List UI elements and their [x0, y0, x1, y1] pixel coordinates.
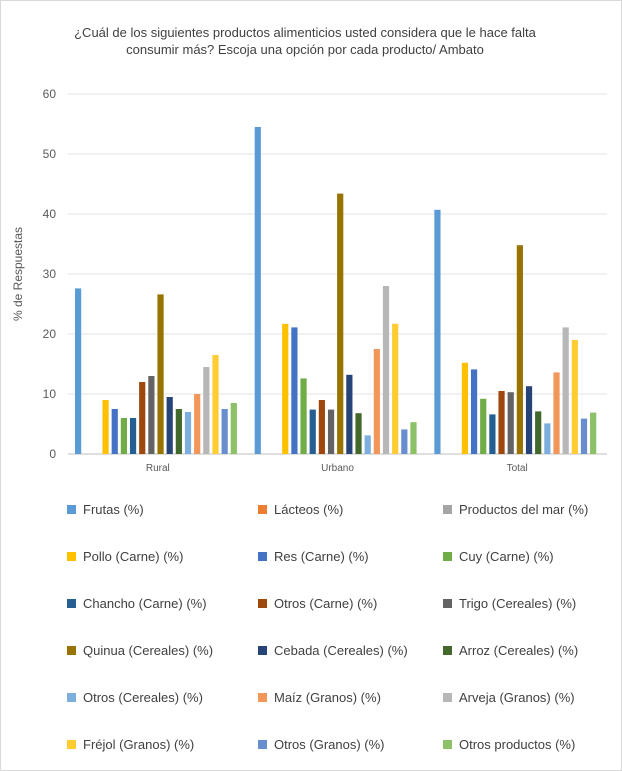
bar	[373, 349, 380, 454]
bar	[562, 327, 569, 454]
bar	[129, 418, 137, 454]
bar	[194, 394, 201, 454]
bar	[175, 409, 182, 454]
x-tick-label: Rural	[146, 463, 170, 474]
bar	[75, 288, 82, 454]
bar	[166, 397, 173, 454]
chart-title-line-1: ¿Cuál de los siguientes productos alimen…	[74, 25, 536, 40]
y-tick-label: 50	[43, 147, 57, 161]
y-tick-label: 30	[43, 267, 57, 281]
chart-title-line-2: consumir más? Escoja una opción por cada…	[126, 42, 484, 57]
bar	[120, 418, 127, 454]
bar	[489, 414, 496, 454]
bar	[203, 367, 210, 454]
bar	[410, 422, 417, 454]
y-tick-label: 0	[49, 447, 56, 461]
bar	[254, 127, 261, 454]
y-axis-title: % de Respuestas	[11, 227, 25, 321]
y-tick-label: 60	[43, 87, 57, 101]
bar	[221, 409, 228, 454]
bar	[184, 412, 192, 454]
bar	[157, 294, 164, 454]
bar	[102, 400, 109, 454]
x-tick-label: Total	[507, 463, 528, 474]
bar	[139, 382, 146, 454]
x-tick-label: Urbano	[321, 463, 354, 474]
bar	[392, 323, 399, 454]
bar	[291, 327, 298, 454]
y-tick-label: 40	[43, 207, 57, 221]
bar	[230, 403, 237, 454]
bar	[364, 435, 371, 454]
bar	[525, 386, 533, 454]
bar	[535, 411, 542, 454]
bar	[507, 392, 514, 454]
bar	[382, 286, 390, 454]
bar	[498, 391, 505, 454]
y-tick-label: 20	[43, 327, 57, 341]
bar	[346, 374, 353, 454]
bar	[212, 355, 219, 454]
bar	[516, 245, 523, 454]
bar	[282, 323, 289, 454]
bar	[327, 409, 335, 454]
bar	[111, 409, 118, 454]
bar	[337, 193, 344, 454]
chart-title: ¿Cuál de los siguientes productos alimen…	[70, 24, 540, 58]
bar	[480, 398, 487, 454]
y-tick-label: 10	[43, 387, 57, 401]
bar	[355, 413, 362, 454]
bar	[553, 372, 560, 454]
bar	[461, 362, 469, 454]
bar	[470, 369, 478, 454]
bar	[571, 340, 578, 454]
bar	[544, 423, 551, 454]
bar	[401, 429, 408, 454]
bar	[309, 409, 316, 454]
bar	[590, 412, 597, 454]
bar	[580, 418, 588, 454]
bar	[148, 376, 155, 454]
bar	[318, 400, 325, 454]
bar	[300, 378, 307, 454]
bar	[434, 209, 441, 454]
